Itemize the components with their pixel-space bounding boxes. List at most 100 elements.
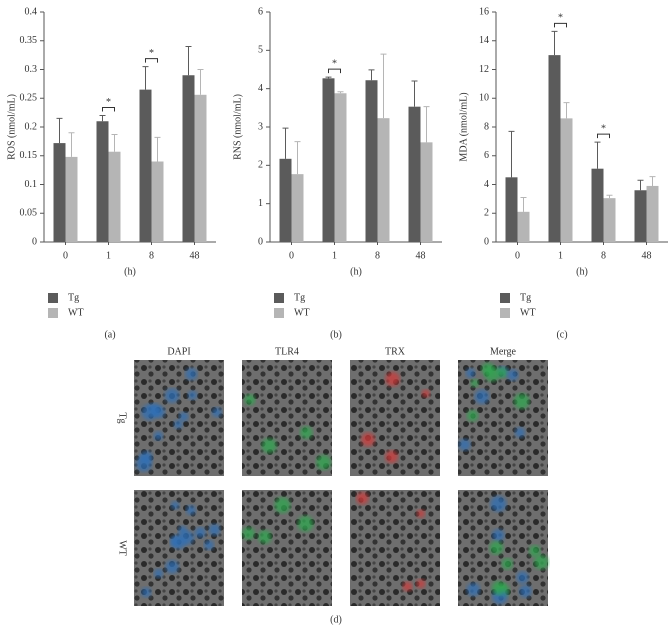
panel-label: (c) xyxy=(556,329,567,340)
stain-blob xyxy=(519,584,532,598)
stain-blob xyxy=(244,394,256,406)
stain-blob xyxy=(490,495,507,512)
micrograph xyxy=(350,360,440,476)
column-label: TLR4 xyxy=(275,346,299,357)
stain-blob xyxy=(261,438,277,454)
column-label: DAPI xyxy=(167,346,190,357)
panel-label: (a) xyxy=(104,329,115,340)
y-tick-label: 0 xyxy=(32,236,37,247)
bar xyxy=(377,118,390,242)
stain-blob xyxy=(513,393,530,409)
y-axis-label: RNS (nmol/mL) xyxy=(232,94,243,160)
significance-label: * xyxy=(558,13,563,24)
y-tick-label: 0.3 xyxy=(25,64,38,75)
y-tick-label: 14 xyxy=(479,35,489,46)
stain-blob xyxy=(514,427,525,438)
bar xyxy=(291,174,304,242)
legend-swatch xyxy=(274,308,284,318)
legend-label: Tg xyxy=(294,292,305,303)
x-tick-label: 1 xyxy=(332,250,337,261)
y-tick-label: 6 xyxy=(258,6,263,17)
stain-blob xyxy=(300,426,313,439)
error-bar xyxy=(594,141,601,169)
stain-blob xyxy=(316,454,331,470)
bar xyxy=(560,118,573,242)
y-tick-label: 0.25 xyxy=(20,93,38,104)
y-tick-label: 1 xyxy=(258,198,263,209)
error-bar xyxy=(551,30,558,56)
y-tick-label: 0.4 xyxy=(25,6,38,17)
significance-bracket xyxy=(328,68,341,74)
significance-label: * xyxy=(106,97,111,108)
y-tick-label: 2 xyxy=(258,160,263,171)
x-tick-label: 0 xyxy=(289,250,294,261)
stain-blob xyxy=(208,524,221,536)
stain-blob xyxy=(474,389,490,404)
error-bar xyxy=(637,179,644,191)
stain-blob xyxy=(516,571,529,584)
error-bar xyxy=(508,130,515,178)
bar xyxy=(646,185,659,242)
bar xyxy=(548,55,561,242)
bar xyxy=(151,161,164,242)
stain-blob xyxy=(507,369,519,381)
stain-blob xyxy=(204,540,214,550)
error-bar xyxy=(185,46,192,76)
stain-blob xyxy=(416,509,425,518)
y-tick-label: 8 xyxy=(484,121,489,132)
micrograph xyxy=(242,360,332,476)
bar xyxy=(517,211,530,242)
significance-bracket xyxy=(102,107,115,112)
legend-swatch xyxy=(274,293,284,303)
stain-blob xyxy=(416,579,426,589)
stain-blob xyxy=(242,527,255,540)
stain-blob xyxy=(153,431,163,441)
error-bar xyxy=(380,53,387,119)
bar xyxy=(96,121,109,242)
error-bar xyxy=(68,132,75,157)
x-tick-label: 8 xyxy=(601,250,606,261)
bar xyxy=(505,177,518,242)
y-tick-label: 0.35 xyxy=(20,35,38,46)
significance-label: * xyxy=(332,58,337,69)
stain-blob xyxy=(179,411,189,422)
y-tick-label: 4 xyxy=(258,83,263,94)
y-tick-label: 0.05 xyxy=(20,208,38,219)
stain-blob xyxy=(297,515,314,532)
error-bar xyxy=(563,102,570,119)
stain-blob xyxy=(211,407,222,418)
bar xyxy=(334,93,347,243)
legend-swatch xyxy=(48,308,58,318)
error-bar xyxy=(197,69,204,95)
stain-blob xyxy=(465,368,476,378)
stain-blob xyxy=(356,492,369,505)
error-bar xyxy=(154,136,161,162)
stain-blob xyxy=(165,560,179,574)
bar xyxy=(322,78,335,242)
error-bar xyxy=(111,133,118,152)
stain-blob xyxy=(153,568,163,578)
legend-swatch xyxy=(500,293,510,303)
x-axis-label: (h) xyxy=(576,266,588,277)
x-axis-label: (h) xyxy=(124,266,136,277)
legend-label: Tg xyxy=(68,292,79,303)
x-tick-label: 48 xyxy=(416,250,426,261)
panel-label: (d) xyxy=(330,614,342,625)
stain-blob xyxy=(164,388,180,403)
error-bar xyxy=(411,80,418,107)
legend-label: WT xyxy=(520,307,536,318)
panel-label: (b) xyxy=(330,329,342,340)
y-tick-label: 4 xyxy=(484,179,489,190)
stain-blob xyxy=(187,390,198,400)
bar xyxy=(408,106,421,242)
y-tick-label: 5 xyxy=(258,45,263,56)
micrograph xyxy=(134,360,224,476)
error-bar xyxy=(520,196,527,212)
y-tick-label: 6 xyxy=(484,150,489,161)
x-tick-label: 8 xyxy=(375,250,380,261)
error-bar xyxy=(337,91,344,94)
error-bar xyxy=(649,176,656,186)
y-tick-label: 3 xyxy=(258,121,263,132)
bar xyxy=(65,156,78,242)
significance-label: * xyxy=(601,123,606,134)
